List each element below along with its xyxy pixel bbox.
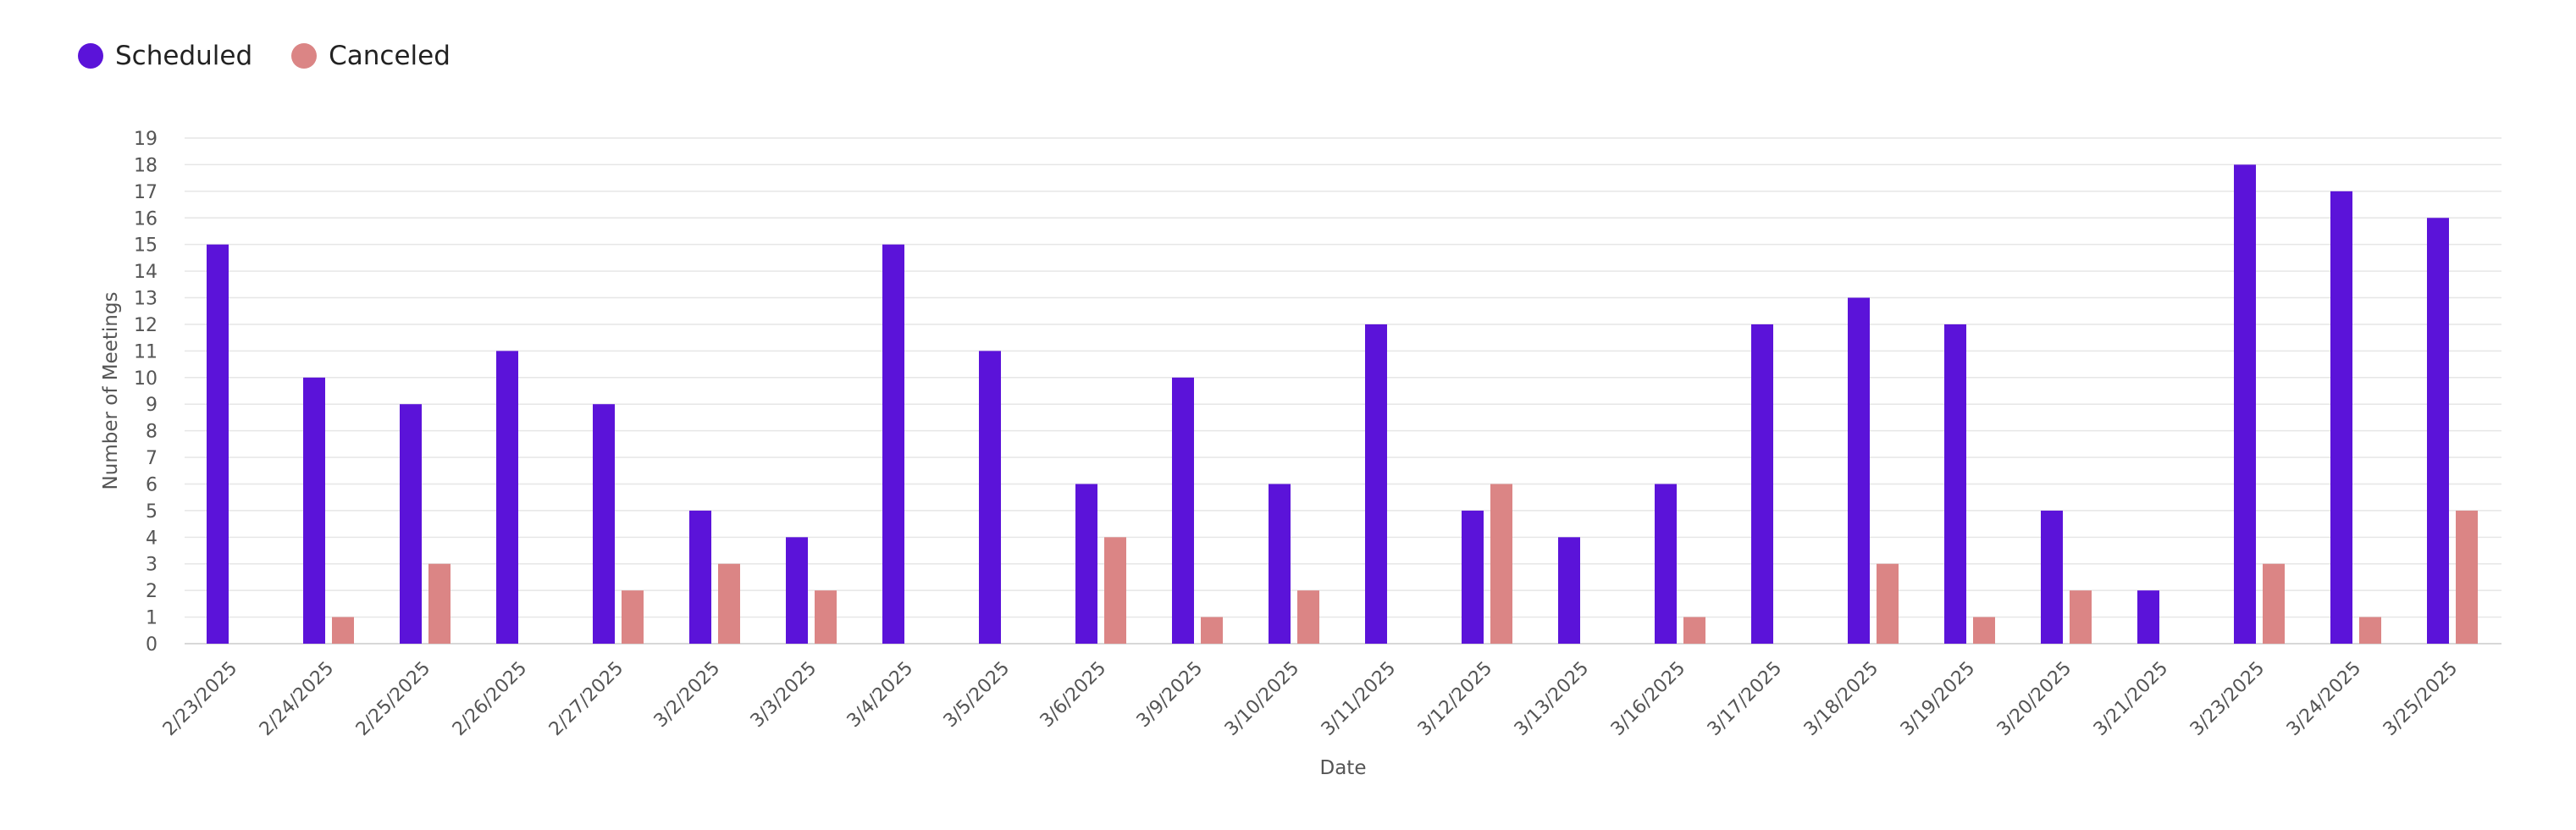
bar-scheduled[interactable] <box>1655 484 1677 644</box>
bar-canceled[interactable] <box>1297 590 1319 644</box>
legend-label-canceled: Canceled <box>329 41 451 71</box>
bar-canceled[interactable] <box>1490 484 1512 644</box>
y-tick-label: 6 <box>146 474 158 495</box>
x-axis-title: Date <box>1320 757 1367 779</box>
x-tick-label: 3/20/2025 <box>1993 658 2076 740</box>
x-tick-label: 3/9/2025 <box>1133 658 1208 733</box>
bar-canceled[interactable] <box>2263 563 2285 644</box>
bar-scheduled[interactable] <box>1751 324 1773 644</box>
y-tick-label: 8 <box>146 422 158 443</box>
y-tick-label: 0 <box>146 634 158 656</box>
bar-scheduled[interactable] <box>400 404 422 644</box>
y-tick-label: 14 <box>134 262 158 283</box>
x-tick-label: 3/18/2025 <box>1800 658 1882 740</box>
bar-scheduled[interactable] <box>593 404 615 644</box>
bar-scheduled[interactable] <box>1558 537 1580 644</box>
bar-scheduled[interactable] <box>1075 484 1097 644</box>
x-tick-label: 3/3/2025 <box>747 658 821 733</box>
bar-scheduled[interactable] <box>979 351 1001 644</box>
x-tick-label: 3/23/2025 <box>2186 658 2269 740</box>
y-tick-label: 18 <box>134 155 158 176</box>
bar-scheduled[interactable] <box>1848 297 1870 644</box>
y-axis-title: Number of Meetings <box>100 292 122 490</box>
x-tick-label: 3/19/2025 <box>1897 658 1979 740</box>
bar-scheduled[interactable] <box>2427 218 2449 644</box>
bar-scheduled[interactable] <box>2137 590 2159 644</box>
bar-canceled[interactable] <box>2456 510 2478 644</box>
bar-scheduled[interactable] <box>1172 377 1194 644</box>
y-tick-label: 19 <box>134 129 158 150</box>
x-tick-label: 3/12/2025 <box>1414 658 1496 740</box>
bar-scheduled[interactable] <box>303 377 325 644</box>
legend-item-scheduled[interactable]: Scheduled <box>78 41 252 71</box>
y-tick-label: 4 <box>146 528 158 549</box>
x-tick-label: 3/21/2025 <box>2090 658 2172 740</box>
bar-scheduled[interactable] <box>786 537 808 644</box>
bar-canceled[interactable] <box>815 590 837 644</box>
x-tick-label: 2/27/2025 <box>545 658 627 740</box>
bar-canceled[interactable] <box>1104 537 1126 644</box>
y-tick-label: 3 <box>146 555 158 576</box>
bar-scheduled[interactable] <box>1944 324 1966 644</box>
y-tick-label: 13 <box>134 289 158 310</box>
bars <box>207 164 2478 645</box>
bar-scheduled[interactable] <box>2041 510 2063 644</box>
bar-canceled[interactable] <box>1877 563 1899 644</box>
bar-canceled[interactable] <box>1683 617 1705 644</box>
bar-scheduled[interactable] <box>2234 164 2256 645</box>
x-tick-label: 3/10/2025 <box>1221 658 1303 740</box>
x-tick-label: 3/6/2025 <box>1036 658 1111 733</box>
legend-swatch-scheduled <box>78 43 103 69</box>
gridlines <box>185 137 2501 645</box>
chart-legend: Scheduled Canceled <box>78 41 451 71</box>
bar-scheduled[interactable] <box>2330 191 2352 644</box>
x-tick-label: 3/5/2025 <box>940 658 1014 733</box>
x-tick-label: 3/2/2025 <box>650 658 725 733</box>
y-tick-label: 12 <box>134 315 158 336</box>
x-tick-label: 2/26/2025 <box>449 658 531 740</box>
bar-scheduled[interactable] <box>1269 484 1291 644</box>
x-axis-ticks: 2/23/2025 2/24/2025 2/25/2025 2/26/2025 2/27… <box>159 658 2462 740</box>
x-tick-label: 3/11/2025 <box>1318 658 1400 740</box>
legend-swatch-canceled <box>291 43 318 69</box>
y-tick-label: 11 <box>134 341 158 362</box>
bar-scheduled[interactable] <box>1365 324 1387 644</box>
y-tick-label: 5 <box>146 501 158 523</box>
bar-scheduled[interactable] <box>496 351 518 644</box>
bar-scheduled[interactable] <box>207 244 229 644</box>
bar-scheduled[interactable] <box>1462 510 1484 644</box>
bar-canceled[interactable] <box>332 617 354 644</box>
bar-scheduled[interactable] <box>689 510 711 644</box>
x-tick-label: 3/17/2025 <box>1704 658 1786 740</box>
legend-item-canceled[interactable]: Canceled <box>291 41 451 71</box>
bar-canceled[interactable] <box>1201 617 1223 644</box>
legend-label-scheduled: Scheduled <box>115 41 253 71</box>
x-tick-label: 3/24/2025 <box>2283 658 2365 740</box>
bar-canceled[interactable] <box>2359 617 2381 644</box>
y-tick-label: 16 <box>134 208 158 230</box>
y-tick-label: 2 <box>146 581 158 602</box>
y-tick-label: 7 <box>146 448 158 469</box>
bar-scheduled[interactable] <box>882 244 904 644</box>
y-tick-label: 10 <box>134 368 158 390</box>
x-tick-label: 2/24/2025 <box>256 658 338 740</box>
y-tick-label: 1 <box>146 608 158 629</box>
y-tick-label: 15 <box>134 235 158 257</box>
bar-canceled[interactable] <box>718 563 740 644</box>
x-tick-label: 3/16/2025 <box>1607 658 1689 740</box>
x-tick-label: 3/25/2025 <box>2380 658 2462 740</box>
x-tick-label: 3/13/2025 <box>1511 658 1593 740</box>
bar-canceled[interactable] <box>622 590 644 644</box>
x-tick-label: 3/4/2025 <box>843 658 918 733</box>
x-tick-label: 2/23/2025 <box>159 658 241 740</box>
y-tick-label: 9 <box>146 395 158 416</box>
bar-canceled[interactable] <box>2070 590 2092 644</box>
bar-canceled[interactable] <box>428 563 451 644</box>
bar-canceled[interactable] <box>1973 617 1995 644</box>
x-tick-label: 2/25/2025 <box>352 658 434 740</box>
y-tick-label: 17 <box>134 182 158 203</box>
